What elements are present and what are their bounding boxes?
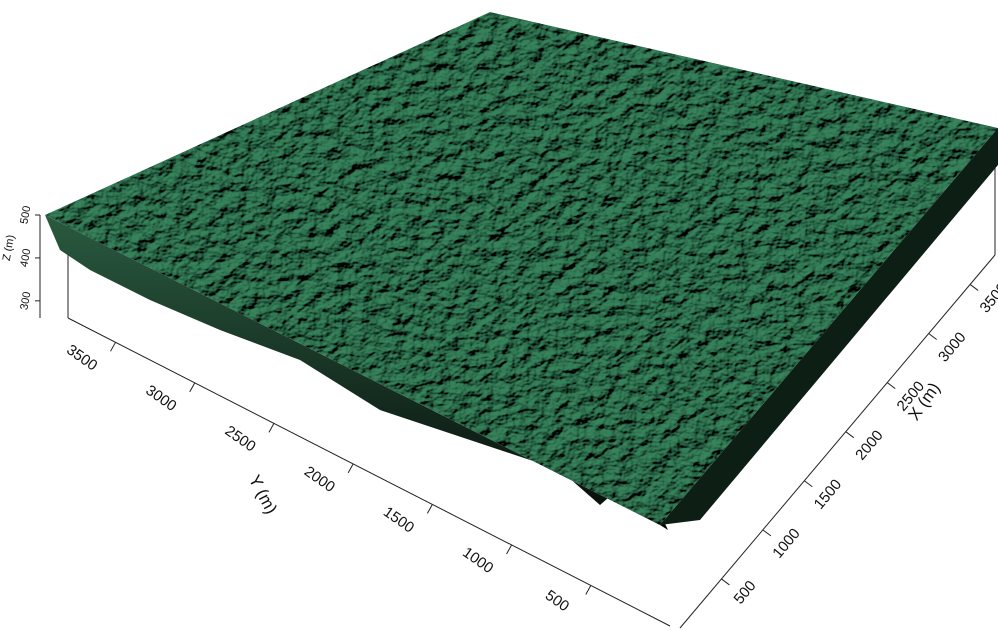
- z-tick-label: 400: [18, 248, 33, 268]
- y-axis-label: Y (m): [245, 472, 281, 517]
- y-tick-label: 2500: [222, 422, 259, 455]
- y-tick-label: 2000: [301, 463, 338, 496]
- y-tick: [189, 382, 196, 393]
- y-tick-label: 500: [542, 587, 572, 615]
- surface-side: [45, 215, 668, 530]
- surface: [45, 12, 998, 525]
- y-tick-label: 1000: [459, 544, 496, 577]
- x-tick: [928, 333, 937, 340]
- x-tick: [969, 284, 979, 291]
- y-tick-label: 1500: [380, 503, 417, 536]
- y-tick: [506, 544, 513, 555]
- x-axis: [679, 254, 996, 629]
- z-axis-label: Z (m): [1, 234, 17, 262]
- y-tick-label: 3000: [142, 382, 179, 415]
- y-axis: [67, 317, 671, 627]
- x-tick-label: 500: [730, 578, 759, 608]
- y-tick: [268, 423, 275, 433]
- x-tick: [762, 529, 772, 537]
- x-tick: [721, 578, 730, 586]
- z-tick-label: 500: [18, 205, 33, 225]
- x-tick-label: 1500: [811, 476, 845, 512]
- y-tick-label: 3500: [63, 341, 100, 374]
- y-tick: [426, 504, 433, 514]
- y-tick: [347, 463, 354, 474]
- z-tick-label: 300: [18, 291, 33, 311]
- x-tick-label: 1000: [769, 525, 803, 561]
- x-tick: [886, 382, 896, 390]
- x-tick-label: 2000: [852, 427, 886, 463]
- x-tick: [845, 431, 855, 439]
- y-tick: [585, 585, 592, 595]
- x-tick-label: 3000: [935, 329, 969, 365]
- y-tick: [110, 342, 116, 352]
- x-tick: [804, 480, 813, 488]
- x-tick-label: 3500: [976, 280, 998, 316]
